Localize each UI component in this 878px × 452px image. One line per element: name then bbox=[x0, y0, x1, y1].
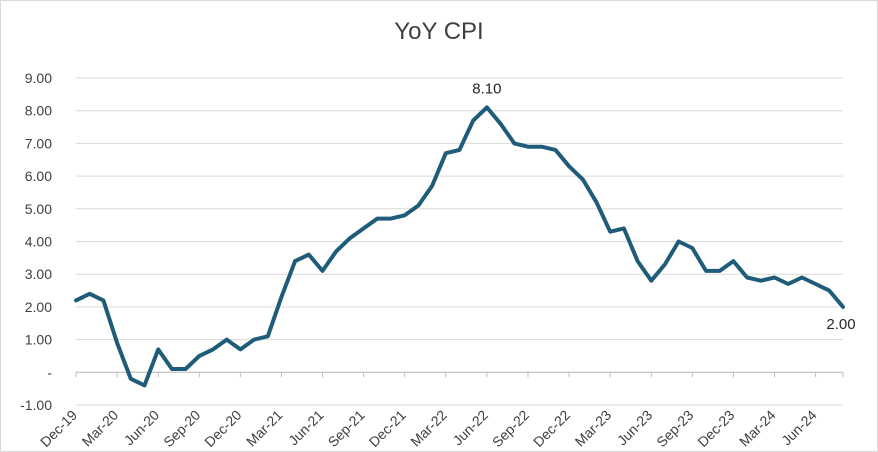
x-tick-label: Jun-23 bbox=[614, 407, 656, 449]
x-tick-label: Dec-22 bbox=[530, 407, 573, 450]
x-tick-label: Mar-23 bbox=[572, 407, 615, 450]
x-tick-label: Dec-19 bbox=[37, 407, 80, 450]
x-tick-label: Jun-22 bbox=[449, 407, 491, 449]
x-tick-label: Sep-23 bbox=[653, 407, 696, 450]
series-line bbox=[74, 105, 845, 388]
x-tick-label: Sep-20 bbox=[160, 407, 203, 450]
data-label: 8.10 bbox=[472, 80, 501, 97]
x-tick-label: Jun-24 bbox=[778, 407, 820, 449]
y-tick-label: - bbox=[47, 364, 52, 380]
y-tick-label: 5.00 bbox=[25, 201, 52, 217]
x-tick-label: Jun-20 bbox=[121, 407, 163, 449]
x-tick-label: Mar-21 bbox=[243, 407, 286, 450]
x-tick-label: Jun-21 bbox=[285, 407, 327, 449]
data-label: 2.00 bbox=[826, 316, 855, 333]
y-tick-label: -1.00 bbox=[20, 397, 52, 413]
y-tick-label: 2.00 bbox=[25, 299, 52, 315]
y-tick-label: 4.00 bbox=[25, 234, 52, 250]
y-tick-label: 3.00 bbox=[25, 266, 52, 282]
x-tick-label: Dec-21 bbox=[366, 407, 409, 450]
x-tick-label: Sep-21 bbox=[325, 407, 368, 450]
x-tick-label: Sep-22 bbox=[489, 407, 532, 450]
y-tick-label: 7.00 bbox=[25, 135, 52, 151]
x-tick-label: Mar-24 bbox=[736, 407, 779, 450]
y-tick-label: 9.00 bbox=[25, 70, 52, 86]
x-tick-label: Mar-20 bbox=[79, 407, 122, 450]
x-tick-label: Dec-23 bbox=[694, 407, 737, 450]
chart-title: YoY CPI bbox=[394, 18, 484, 45]
y-tick-label: 8.00 bbox=[25, 103, 52, 119]
y-tick-label: 1.00 bbox=[25, 332, 52, 348]
x-tick-label: Mar-22 bbox=[407, 407, 450, 450]
x-tick-label: Dec-20 bbox=[201, 407, 244, 450]
y-tick-label: 6.00 bbox=[25, 168, 52, 184]
